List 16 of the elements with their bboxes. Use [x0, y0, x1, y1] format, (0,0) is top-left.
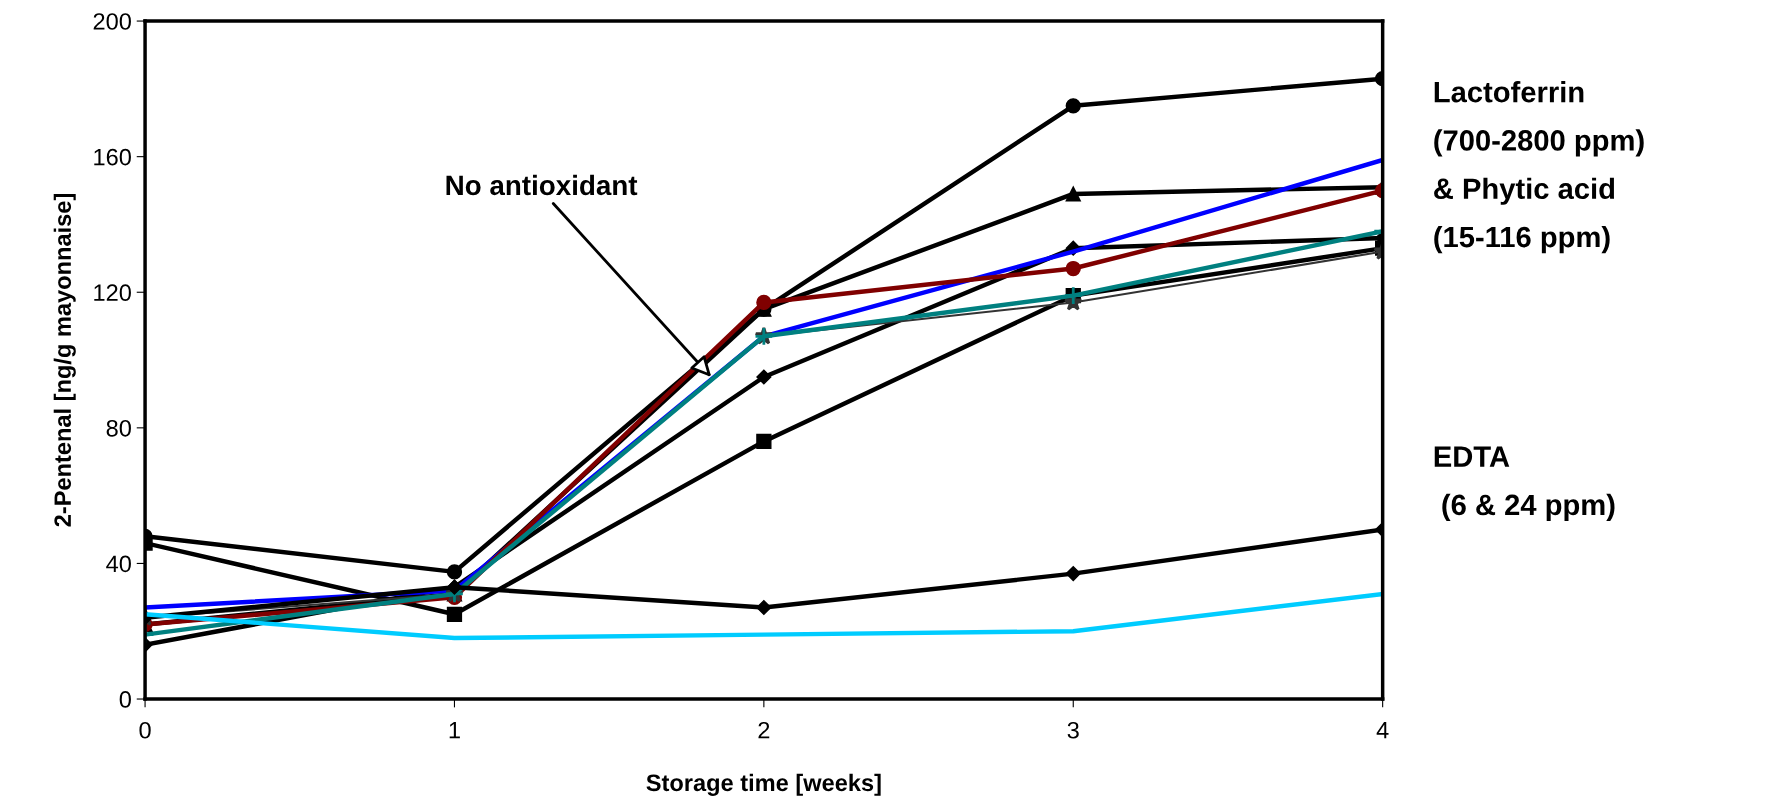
y-tick-label: 200: [93, 13, 131, 30]
y-tick-label: 40: [106, 555, 131, 573]
y-axis-title: 2-Pentenal [ng/g mayonnaise]: [53, 194, 76, 527]
y-tick-label: 120: [94, 284, 131, 302]
x-tick-label: 4: [1376, 722, 1389, 739]
y-tick-label: 160: [94, 148, 131, 166]
y-tick-label: 80: [106, 419, 131, 437]
text: Lactoferrin (700-2800 ppm) & Phytic acid (15-116 ppm): [1434, 81, 1644, 254]
y-tick-label: 0: [119, 691, 131, 708]
x-tick-label: 3: [1067, 721, 1079, 739]
annotation: No antioxidant: [446, 174, 638, 196]
x-axis-title: Storage time [weeks]: [646, 773, 881, 796]
x-tick-label: 2: [758, 721, 770, 739]
text: EDTA (6 & 24 ppm): [1434, 446, 1615, 522]
x-tick-label: 1: [449, 722, 460, 739]
x-tick-label: 0: [139, 721, 151, 739]
